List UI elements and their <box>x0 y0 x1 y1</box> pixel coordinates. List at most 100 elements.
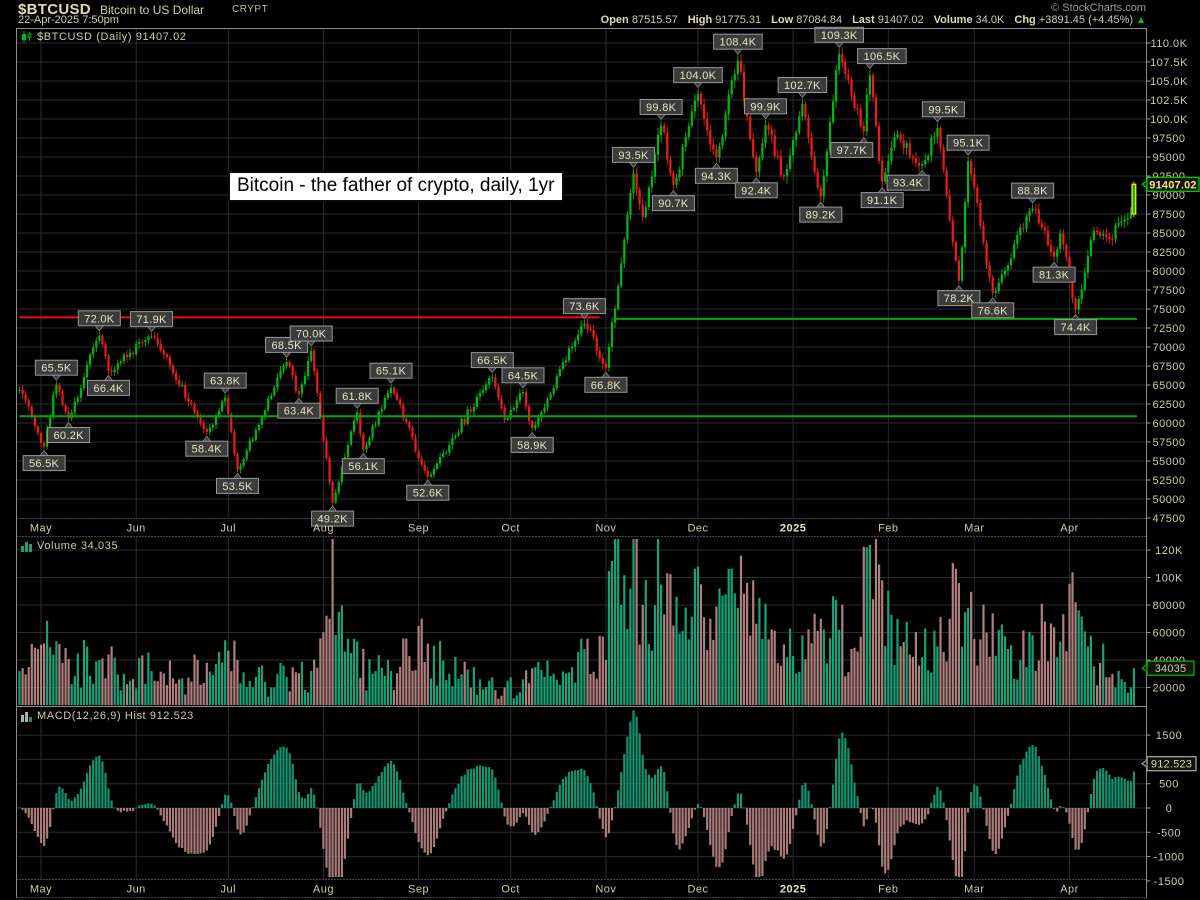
svg-text:-500: -500 <box>1157 827 1181 839</box>
svg-text:110.0K: 110.0K <box>1150 38 1187 50</box>
symbol-exchange: CRYPT <box>232 4 269 15</box>
open-label: Open <box>600 14 629 26</box>
svg-text:Dec: Dec <box>687 523 708 535</box>
high-label: High <box>687 14 713 26</box>
svg-text:Jul: Jul <box>221 523 237 535</box>
svg-text:66.8K: 66.8K <box>591 380 622 392</box>
svg-text:99.8K: 99.8K <box>646 102 677 114</box>
svg-text:Mar: Mar <box>964 523 984 535</box>
price-callouts: 56.5K 65.5K 60.2K 72.0K 66.4K 71.9K 58.4K 63.8K… <box>22 26 1098 527</box>
volume-legend-text: Volume 34,035 <box>37 540 119 552</box>
svg-text:89.2K: 89.2K <box>806 210 837 222</box>
price-axis-labels: 110.0K 107.5K 105.0K 102.5K 100.0K 97500 95000… <box>1146 38 1188 525</box>
svg-text:70000: 70000 <box>1152 342 1185 354</box>
svg-text:92.4K: 92.4K <box>741 185 772 197</box>
svg-text:47500: 47500 <box>1152 513 1185 525</box>
svg-text:2025: 2025 <box>780 523 806 535</box>
svg-text:Mar: Mar <box>964 884 984 896</box>
svg-text:Oct: Oct <box>501 884 520 896</box>
svg-text:105.0K: 105.0K <box>1150 76 1188 88</box>
last-price-marker: 91407.02 <box>1140 176 1200 192</box>
svg-text:90.7K: 90.7K <box>658 198 689 210</box>
svg-text:102.5K: 102.5K <box>1150 95 1188 107</box>
volume-panel-legend: Volume 34,035 <box>20 540 118 552</box>
svg-text:2025: 2025 <box>780 884 806 896</box>
candlestick-icon <box>22 31 32 43</box>
svg-text:100.0K: 100.0K <box>1150 114 1188 126</box>
macd-legend-text: MACD(12,26,9) Hist 912.523 <box>37 710 194 722</box>
volume-value: 34.0K <box>975 14 1005 26</box>
svg-text:Feb: Feb <box>878 523 898 535</box>
svg-text:Apr: Apr <box>1060 884 1079 896</box>
svg-text:53.5K: 53.5K <box>222 481 253 493</box>
chg-value: +3891.45 (+4.45%) <box>1038 14 1134 26</box>
svg-text:70.0K: 70.0K <box>296 329 327 341</box>
svg-text:Jun: Jun <box>127 523 146 535</box>
svg-text:77500: 77500 <box>1152 285 1185 297</box>
x-axis-month-labels: May May Jun Jun Jul Jul Aug Aug Sep Sep Oct Oct Nov N… <box>30 523 1079 896</box>
svg-text:72500: 72500 <box>1152 323 1185 335</box>
svg-text:95.1K: 95.1K <box>953 138 984 150</box>
svg-text:75000: 75000 <box>1152 304 1185 316</box>
macd-histogram-bars <box>18 710 1135 877</box>
last-value: 91407.02 <box>877 14 924 26</box>
symbol-name: Bitcoin to US Dollar <box>100 3 205 17</box>
high-value: 91775.31 <box>715 14 762 26</box>
svg-text:Nov: Nov <box>595 884 616 896</box>
volume-label: Volume <box>933 14 973 26</box>
svg-text:-1000: -1000 <box>1154 852 1185 864</box>
svg-text:64.5K: 64.5K <box>508 370 539 382</box>
svg-text:72.0K: 72.0K <box>84 313 115 325</box>
panel-borders <box>16 28 1147 898</box>
svg-text:65.5K: 65.5K <box>41 363 72 375</box>
svg-text:500: 500 <box>1159 779 1179 791</box>
svg-text:91407.02: 91407.02 <box>1149 179 1196 191</box>
candles-layer <box>18 47 1137 506</box>
svg-text:100K: 100K <box>1155 573 1183 585</box>
macd-panel-legend: MACD(12,26,9) Hist 912.523 <box>20 710 194 722</box>
svg-text:65.1K: 65.1K <box>376 366 407 378</box>
svg-text:93.4K: 93.4K <box>893 178 924 190</box>
svg-text:66.4K: 66.4K <box>93 383 124 395</box>
svg-text:78.2K: 78.2K <box>944 293 975 305</box>
svg-text:34035: 34035 <box>1155 663 1187 675</box>
svg-text:55000: 55000 <box>1152 456 1185 468</box>
svg-text:Dec: Dec <box>687 884 708 896</box>
svg-text:107.5K: 107.5K <box>1150 57 1188 69</box>
svg-text:50000: 50000 <box>1152 494 1185 506</box>
svg-text:58.4K: 58.4K <box>192 444 223 456</box>
svg-text:0: 0 <box>1166 803 1173 815</box>
header-row-2: 22-Apr-2025 7:50pm Open 87515.57 High 917… <box>0 14 1200 28</box>
svg-text:Sep: Sep <box>408 884 429 896</box>
svg-text:65000: 65000 <box>1152 380 1185 392</box>
svg-text:93.5K: 93.5K <box>618 150 649 162</box>
chg-label: Chg <box>1014 14 1036 26</box>
svg-text:Aug: Aug <box>313 523 334 535</box>
macd-hist-icon <box>21 711 32 722</box>
svg-text:71.9K: 71.9K <box>136 314 167 326</box>
svg-text:85000: 85000 <box>1152 228 1185 240</box>
note-box: Bitcoin - the father of crypto, daily, 1… <box>228 171 564 202</box>
svg-text:60000: 60000 <box>1152 418 1185 430</box>
svg-text:May: May <box>30 884 52 896</box>
price-panel-legend: $BTCUSD (Daily) 91407.02 <box>20 31 187 43</box>
symbol-ticker: $BTCUSD <box>18 1 91 18</box>
copyright-text: © StockCharts.com <box>1051 2 1146 14</box>
svg-text:Feb: Feb <box>878 884 898 896</box>
svg-text:63.4K: 63.4K <box>284 406 315 418</box>
svg-text:-1500: -1500 <box>1154 876 1185 888</box>
volume-bars <box>18 539 1135 706</box>
svg-text:73.6K: 73.6K <box>569 301 600 313</box>
svg-text:68.5K: 68.5K <box>271 340 302 352</box>
chart-datetime: 22-Apr-2025 7:50pm <box>18 14 119 26</box>
svg-text:91.1K: 91.1K <box>867 195 898 207</box>
svg-text:61.8K: 61.8K <box>342 391 373 403</box>
svg-text:80000: 80000 <box>1152 266 1185 278</box>
svg-text:60.2K: 60.2K <box>54 430 85 442</box>
svg-text:87500: 87500 <box>1152 209 1185 221</box>
svg-text:66.5K: 66.5K <box>477 355 508 367</box>
gridlines-layer <box>16 28 1147 879</box>
svg-text:Jul: Jul <box>221 884 237 896</box>
